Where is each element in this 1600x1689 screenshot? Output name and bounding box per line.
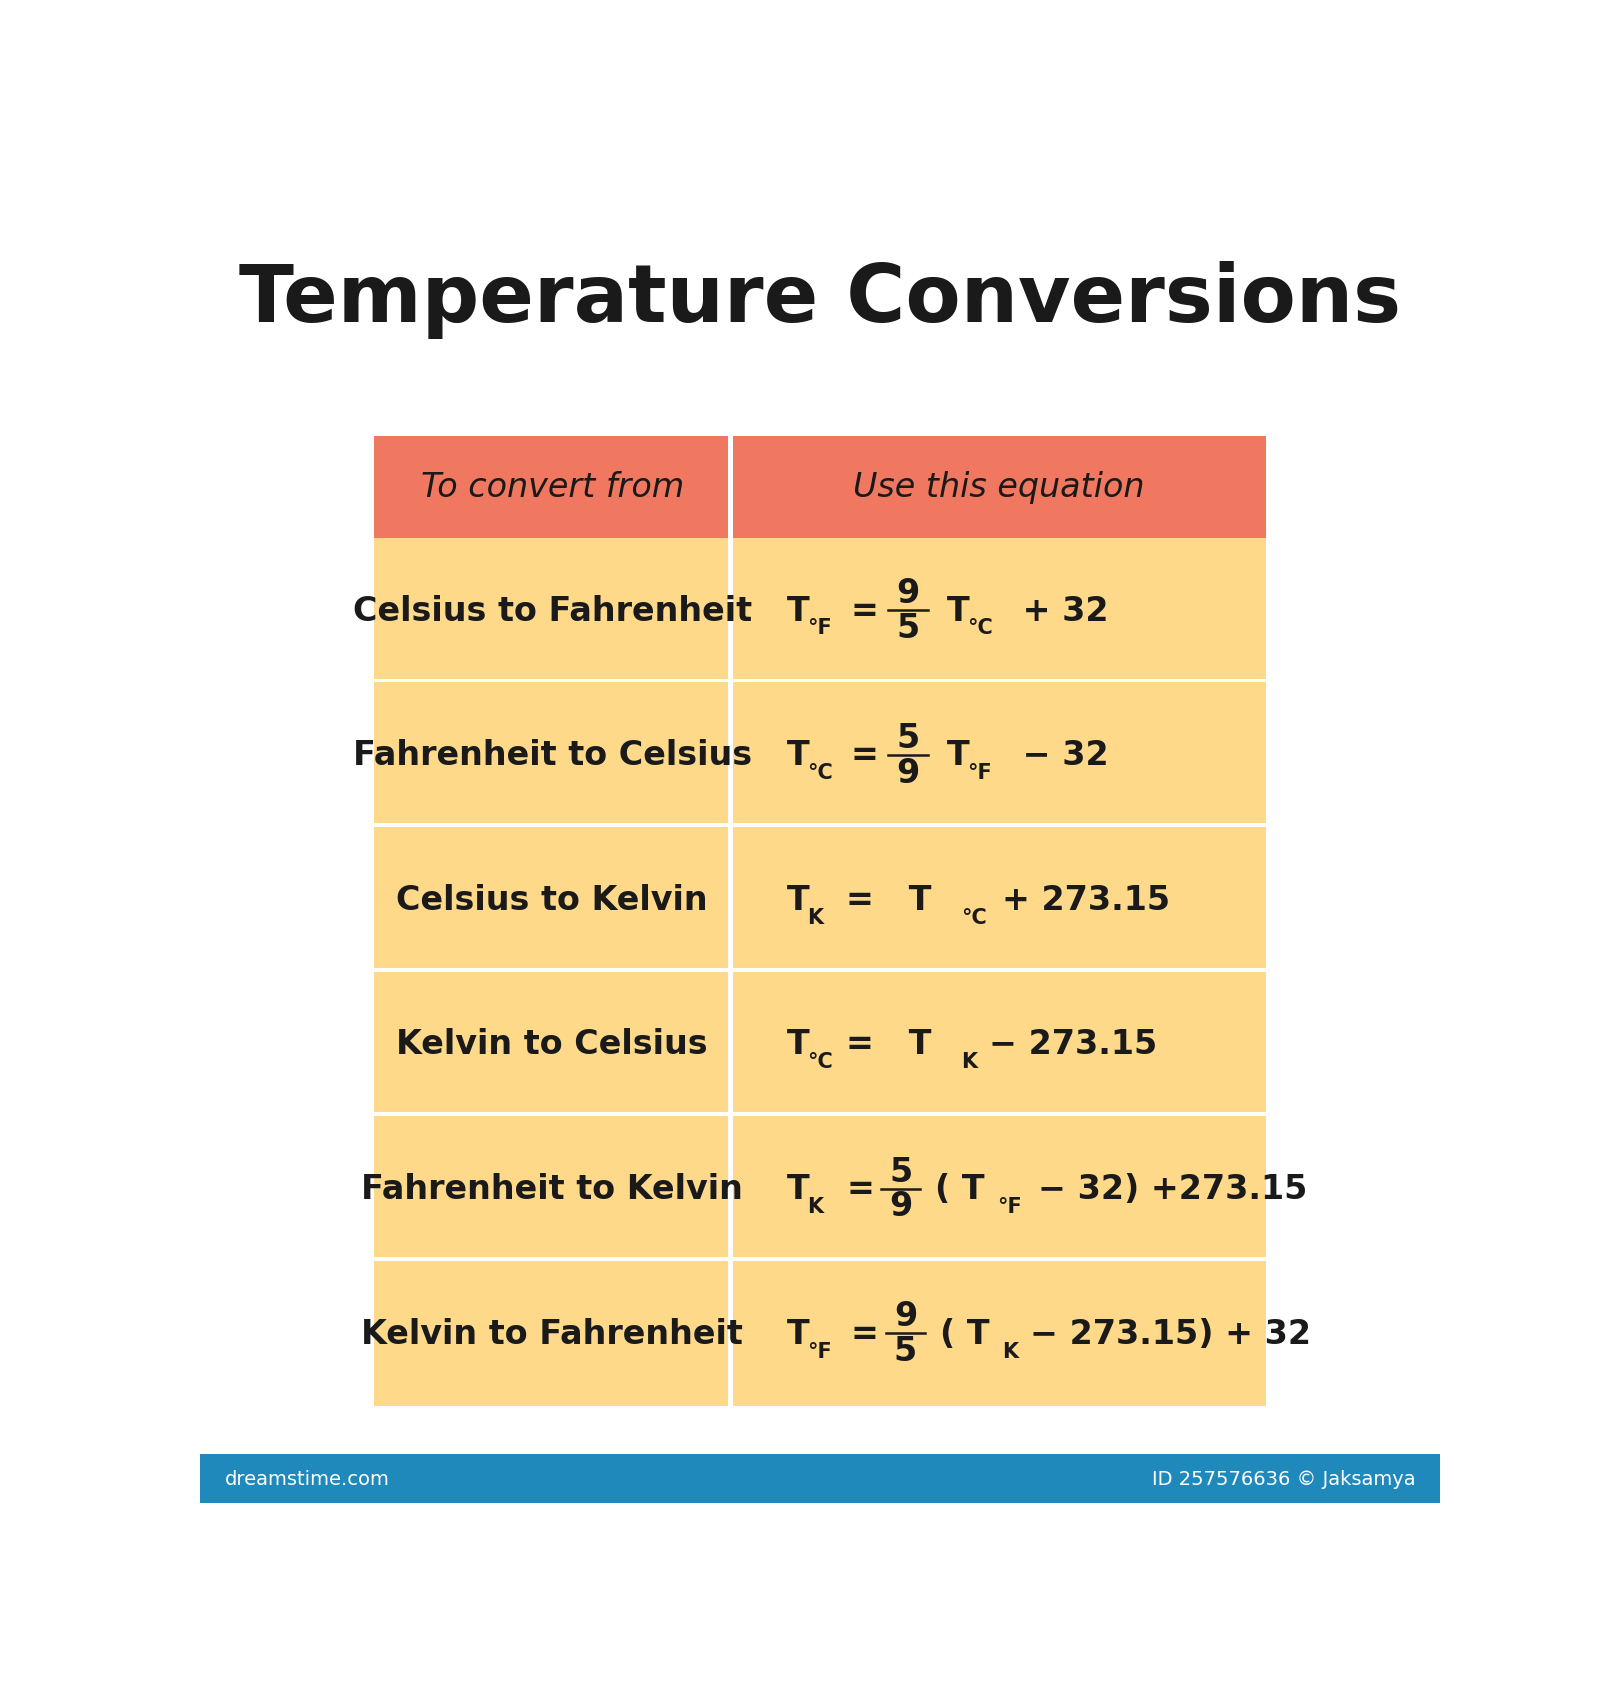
Text: To convert from: To convert from — [421, 471, 683, 503]
Bar — [728, 539, 733, 682]
Bar — [200, 1454, 1440, 1503]
Text: Temperature Conversions: Temperature Conversions — [238, 262, 1402, 339]
Bar — [731, 828, 1267, 973]
Text: ( T: ( T — [936, 1172, 986, 1206]
Text: − 273.15) + 32: − 273.15) + 32 — [1029, 1317, 1310, 1350]
Bar — [728, 973, 733, 1116]
Bar — [728, 828, 733, 973]
Text: 9: 9 — [896, 757, 920, 789]
Text: 9: 9 — [890, 1189, 912, 1223]
Bar — [374, 824, 1267, 828]
Bar — [374, 973, 731, 1116]
Text: Kelvin to Fahrenheit: Kelvin to Fahrenheit — [362, 1317, 742, 1350]
Bar — [728, 1262, 733, 1405]
Text: T: T — [787, 1317, 810, 1350]
Bar — [374, 1257, 1267, 1262]
Text: + 273.15: + 273.15 — [1002, 883, 1171, 917]
Text: =: = — [851, 738, 878, 772]
Text: Fahrenheit to Celsius: Fahrenheit to Celsius — [352, 738, 752, 772]
Bar — [731, 539, 1267, 682]
Text: °F: °F — [808, 1341, 832, 1361]
Text: °F: °F — [968, 763, 992, 782]
Text: T: T — [947, 738, 970, 772]
Bar — [731, 1262, 1267, 1405]
Bar — [728, 437, 733, 539]
Text: Celsius to Kelvin: Celsius to Kelvin — [397, 883, 707, 917]
Text: =: = — [846, 1172, 874, 1206]
Text: 9: 9 — [894, 1299, 917, 1333]
Text: − 32: − 32 — [1011, 738, 1109, 772]
Bar — [374, 1262, 731, 1405]
Text: 5: 5 — [890, 1155, 912, 1187]
Bar — [374, 682, 731, 828]
Text: 5: 5 — [896, 611, 920, 645]
Text: °F: °F — [808, 618, 832, 638]
Bar — [374, 437, 731, 539]
Text: 9: 9 — [896, 578, 920, 610]
Bar — [731, 437, 1267, 539]
Text: 5: 5 — [896, 721, 920, 755]
Text: 5: 5 — [894, 1334, 917, 1366]
Bar — [728, 682, 733, 828]
Bar — [728, 1116, 733, 1262]
Bar — [731, 973, 1267, 1116]
Text: K: K — [808, 907, 824, 927]
Bar — [374, 828, 731, 973]
Text: Fahrenheit to Kelvin: Fahrenheit to Kelvin — [362, 1172, 742, 1206]
Text: Celsius to Fahrenheit: Celsius to Fahrenheit — [352, 595, 752, 627]
Text: K: K — [808, 1196, 824, 1216]
Bar — [374, 968, 1267, 973]
Text: °C: °C — [968, 618, 994, 638]
Bar — [374, 1113, 1267, 1116]
Text: T: T — [787, 595, 810, 627]
Text: − 273.15: − 273.15 — [989, 1029, 1157, 1061]
Text: ID 257576636 © Jaksamya: ID 257576636 © Jaksamya — [1152, 1469, 1416, 1488]
Text: =: = — [851, 595, 878, 627]
Bar — [731, 682, 1267, 828]
Bar — [374, 679, 1267, 682]
Text: °C: °C — [962, 907, 987, 927]
Text: K: K — [1002, 1341, 1019, 1361]
Text: ( T: ( T — [941, 1317, 990, 1350]
Text: °F: °F — [997, 1196, 1022, 1216]
Text: T: T — [787, 883, 810, 917]
Text: °C: °C — [808, 763, 834, 782]
Bar — [374, 539, 731, 682]
Bar — [731, 1116, 1267, 1262]
Text: dreamstime.com: dreamstime.com — [224, 1469, 390, 1488]
Text: T: T — [947, 595, 970, 627]
Text: °C: °C — [808, 1052, 834, 1073]
Text: T: T — [787, 1029, 810, 1061]
Text: Use this equation: Use this equation — [853, 471, 1144, 503]
Text: =   T: = T — [846, 883, 931, 917]
Text: K: K — [962, 1052, 978, 1073]
Text: − 32) +273.15: − 32) +273.15 — [1038, 1172, 1307, 1206]
Text: T: T — [787, 1172, 810, 1206]
Bar — [374, 1116, 731, 1262]
Text: Kelvin to Celsius: Kelvin to Celsius — [397, 1029, 707, 1061]
Text: + 32: + 32 — [1011, 595, 1109, 627]
Text: =: = — [851, 1317, 878, 1350]
Text: T: T — [787, 738, 810, 772]
Text: =   T: = T — [846, 1029, 931, 1061]
